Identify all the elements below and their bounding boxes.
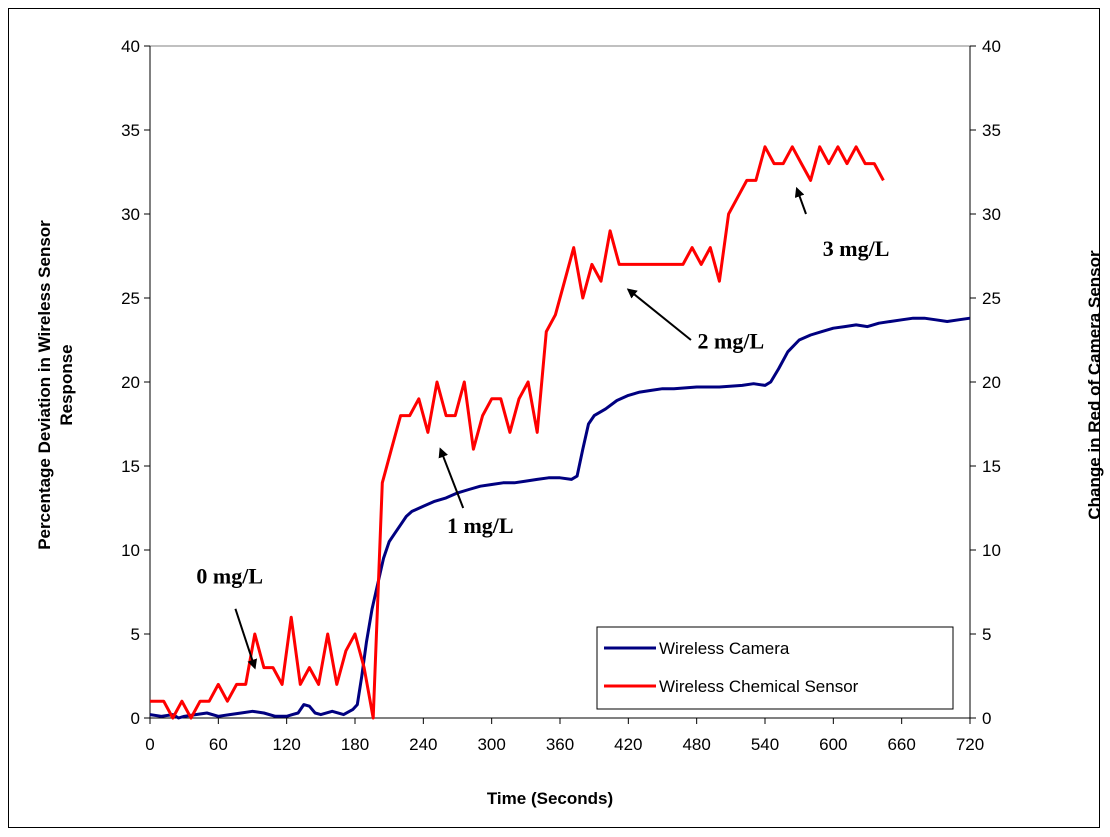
x-axis-title: Time (Seconds)	[487, 789, 613, 808]
y-axis-title-line-2: Response	[57, 344, 76, 425]
y-tick-label: 0	[131, 709, 140, 728]
y-tick-label: 5	[131, 625, 140, 644]
right-y-axis: 0 5 10 15 20 25 30 35 40	[970, 37, 1001, 728]
annotation-arrow	[438, 447, 465, 509]
left-y-axis: 0 5 10 15 20 25 30 35 40	[121, 37, 150, 728]
x-tick-label: 180	[341, 735, 369, 754]
legend-label-wireless-camera: Wireless Camera	[659, 639, 790, 658]
x-tick-label: 240	[409, 735, 437, 754]
legend-label-wireless-chemical-sensor: Wireless Chemical Sensor	[659, 677, 859, 696]
x-tick-label: 420	[614, 735, 642, 754]
annotation-layer: 0 mg/L 1 mg/L 2 mg/L 3 mg/L	[196, 186, 890, 670]
y2-tick-label: 0	[982, 709, 991, 728]
series-layer	[149, 145, 971, 720]
series-line-wireless-chemical-sensor	[150, 145, 885, 720]
y2-tick-label: 35	[982, 121, 1001, 140]
y-tick-label: 25	[121, 289, 140, 308]
plot-area	[149, 45, 971, 719]
annotation-arrow	[626, 288, 692, 341]
series-line-wireless-camera	[149, 316, 971, 720]
x-tick-label: 720	[956, 735, 984, 754]
y2-tick-label: 20	[982, 373, 1001, 392]
y2-tick-label: 25	[982, 289, 1001, 308]
x-tick-label: 120	[272, 735, 300, 754]
y-tick-label: 15	[121, 457, 140, 476]
y2-axis-title: Change in Red of Camera Sensor	[1085, 250, 1104, 520]
y2-tick-label: 30	[982, 205, 1001, 224]
y2-tick-label: 15	[982, 457, 1001, 476]
x-tick-label: 660	[887, 735, 915, 754]
annotation-label: 2 mg/L	[698, 328, 765, 353]
annotation-arrow	[234, 608, 258, 670]
y-tick-label: 40	[121, 37, 140, 56]
y-tick-label: 30	[121, 205, 140, 224]
x-tick-label: 480	[682, 735, 710, 754]
y2-tick-label: 5	[982, 625, 991, 644]
x-tick-label: 300	[477, 735, 505, 754]
legend: Wireless Camera Wireless Chemical Sensor	[596, 626, 954, 710]
x-tick-label: 600	[819, 735, 847, 754]
y-axis-title-line-1: Percentage Deviation in Wireless Sensor	[35, 220, 54, 550]
legend-box	[596, 626, 954, 710]
x-tick-label: 360	[546, 735, 574, 754]
x-tick-label: 60	[209, 735, 228, 754]
annotation-label: 0 mg/L	[196, 564, 263, 589]
x-axis: 0 60 120 180 240 300 360 420 480 540 600 660 720	[145, 718, 984, 754]
y-tick-label: 20	[121, 373, 140, 392]
plot-border	[149, 45, 971, 719]
y-tick-label: 35	[121, 121, 140, 140]
annotation-label: 1 mg/L	[447, 513, 514, 538]
x-tick-label: 540	[751, 735, 779, 754]
annotation-label: 3 mg/L	[823, 236, 890, 261]
y-tick-label: 10	[121, 541, 140, 560]
annotation-arrow	[794, 186, 807, 215]
y2-tick-label: 10	[982, 541, 1001, 560]
y2-tick-label: 40	[982, 37, 1001, 56]
x-tick-label: 0	[145, 735, 154, 754]
